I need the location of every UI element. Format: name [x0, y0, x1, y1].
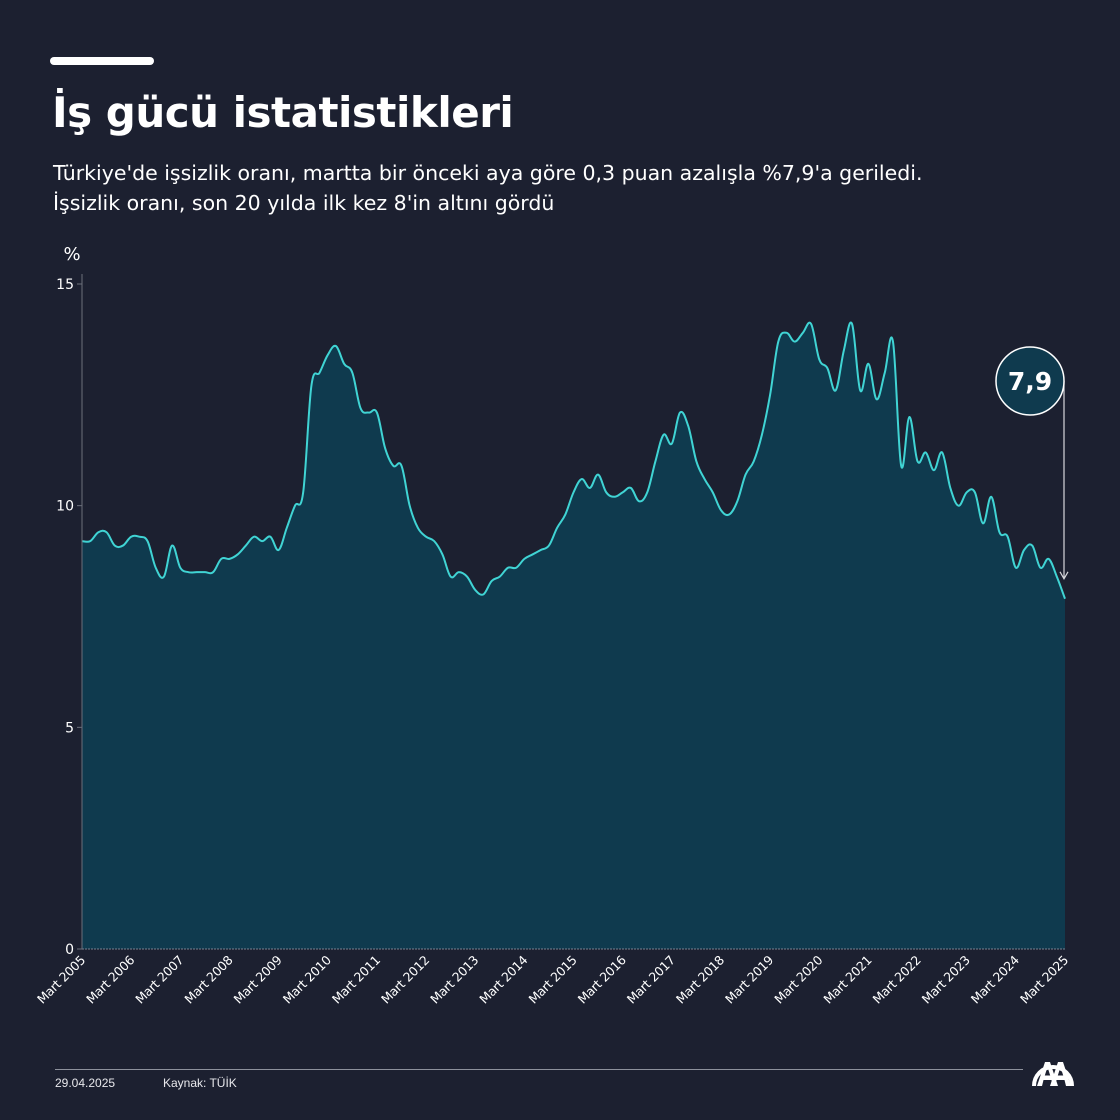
footer-date: 29.04.2025	[55, 1076, 116, 1090]
x-tick-label: Mart 2014	[476, 952, 530, 1006]
x-tick-label: Mart 2013	[427, 953, 481, 1007]
x-tick-label: Mart 2022	[870, 953, 924, 1007]
subtitle: Türkiye'de işsizlik oranı, martta bir ön…	[53, 158, 1093, 218]
series-area	[82, 322, 1065, 950]
series-line	[81, 321, 1066, 600]
x-tick-label: Mart 2024	[968, 952, 1022, 1006]
x-tick-label: Mart 2020	[771, 952, 825, 1006]
latest-value-annotation: 7,9	[995, 346, 1069, 580]
x-tick-label: Mart 2009	[231, 952, 285, 1006]
subtitle-line-2: İşsizlik oranı, son 20 yılda ilk kez 8'i…	[53, 191, 555, 215]
footer-source: Kaynak: TÜİK	[163, 1076, 237, 1090]
page-title: İş gücü istatistikleri	[52, 88, 514, 137]
x-tick-label: Mart 2011	[329, 953, 383, 1007]
arrow-down-icon	[1059, 571, 1069, 580]
x-tick-label: Mart 2005	[34, 953, 88, 1007]
x-tick-label: Mart 2019	[722, 952, 776, 1006]
y-axis-unit-label: %	[63, 244, 80, 265]
y-tick-label: 15	[56, 277, 74, 293]
x-tick-label: Mart 2015	[525, 953, 579, 1007]
x-tick-label: Mart 2023	[919, 953, 973, 1007]
x-tick-label: Mart 2016	[575, 952, 629, 1006]
footer-divider	[55, 1069, 1023, 1070]
y-tick-label: 10	[56, 499, 74, 515]
y-tick-label: 0	[65, 942, 74, 958]
x-tick-label: Mart 2010	[280, 952, 334, 1006]
x-tick-label: Mart 2021	[820, 953, 874, 1007]
x-tick-label: Mart 2025	[1017, 953, 1071, 1007]
y-axis: 0 5 10 15	[56, 277, 82, 958]
x-tick-label: Mart 2008	[181, 952, 235, 1006]
x-tick-label: Mart 2006	[83, 952, 137, 1006]
x-tick-label: Mart 2018	[673, 952, 727, 1006]
x-tick-label: Mart 2012	[378, 953, 432, 1007]
y-tick-label: 5	[65, 720, 74, 736]
x-tick-label: Mart 2017	[624, 953, 678, 1007]
annotation-value: 7,9	[1008, 367, 1052, 396]
annotation-bubble	[995, 346, 1065, 416]
aa-logo-icon	[1032, 1062, 1074, 1087]
subtitle-line-1: Türkiye'de işsizlik oranı, martta bir ön…	[53, 161, 923, 185]
top-accent-bar	[50, 57, 154, 65]
x-tick-label: Mart 2007	[132, 953, 186, 1007]
